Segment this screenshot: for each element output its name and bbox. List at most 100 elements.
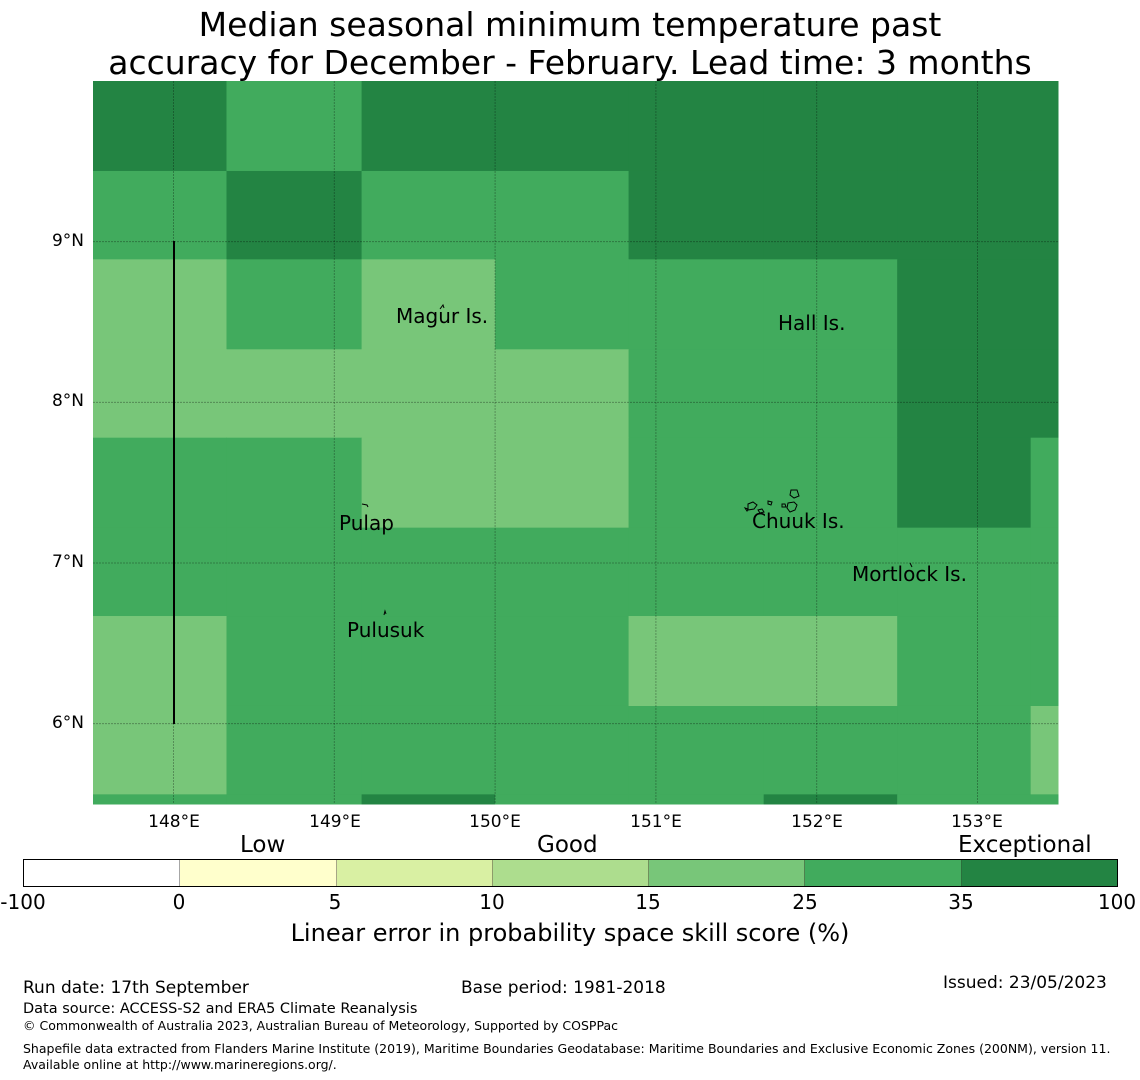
skill-cell	[361, 705, 496, 795]
skill-cell	[897, 349, 1032, 439]
issued-date: Issued: 23/05/2023	[943, 973, 1107, 993]
skill-cell	[495, 794, 630, 805]
skill-cell	[226, 616, 363, 707]
colorbar-segment	[649, 860, 806, 886]
skill-cell	[93, 170, 227, 260]
colorbar-segment	[180, 860, 337, 886]
lon-label-150e: 150°E	[469, 812, 521, 832]
lon-label-149e: 149°E	[309, 812, 361, 832]
skill-cell	[361, 616, 496, 707]
skill-grid	[93, 81, 1059, 805]
chart-title: Median seasonal minimum temperature past…	[0, 6, 1140, 82]
skill-cell	[361, 794, 496, 805]
copyright: © Commonwealth of Australia 2023, Austra…	[23, 1018, 618, 1033]
skill-cell	[226, 527, 363, 617]
skill-cell	[495, 349, 630, 439]
colorbar-tick: 0	[172, 890, 186, 914]
skill-cell	[361, 349, 496, 439]
skill-cell	[361, 170, 496, 260]
skill-cell	[763, 170, 898, 260]
place-label-pulap: Pulap	[339, 511, 394, 535]
colorbar-segment	[492, 860, 650, 886]
colorbar-tick: 25	[792, 890, 818, 914]
skill-cell	[93, 527, 227, 617]
skill-cell	[93, 437, 227, 529]
skill-cell	[361, 81, 496, 172]
colorbar-tick: 100	[1097, 890, 1137, 914]
skill-cell	[763, 349, 898, 439]
skill-cell	[93, 794, 227, 805]
skill-cell	[628, 81, 765, 172]
skill-cell	[361, 437, 496, 529]
data-source: Data source: ACCESS-S2 and ERA5 Climate …	[23, 1001, 418, 1017]
skill-cell	[495, 259, 630, 350]
skill-cell	[1030, 794, 1059, 805]
skill-cell	[763, 794, 898, 805]
skill-cell	[495, 527, 630, 617]
skill-cell	[763, 81, 898, 172]
skill-cell	[628, 794, 765, 805]
skill-cell	[226, 705, 363, 795]
skill-cell	[495, 705, 630, 795]
place-label-pulusuk: Pulusuk	[347, 618, 425, 642]
place-label-mortlock: Mortlock Is.	[852, 562, 967, 586]
skill-cell	[628, 170, 765, 260]
skill-cell	[628, 259, 765, 350]
island-pulap-outline	[361, 503, 369, 508]
island-magur-outline	[439, 303, 445, 310]
skill-cell	[628, 437, 765, 529]
coastlines	[361, 303, 913, 616]
skill-cell	[628, 349, 765, 439]
skill-cell	[1030, 527, 1059, 617]
colorbar-title: Linear error in probability space skill …	[290, 919, 850, 947]
base-period: Base period: 1981-2018	[461, 978, 666, 998]
title-line-2: accuracy for December - February. Lead t…	[108, 43, 1032, 82]
colorbar-tick: 35	[948, 890, 974, 914]
skill-cell	[1030, 616, 1059, 707]
skill-cell	[226, 349, 363, 439]
lon-label-153e: 153°E	[951, 812, 1003, 832]
skill-cell	[361, 527, 496, 617]
skill-cell	[93, 616, 227, 707]
island-chuuk-outline	[743, 489, 800, 514]
skill-cell	[897, 170, 1032, 260]
skill-cell	[628, 705, 765, 795]
skill-cell	[495, 616, 630, 707]
island-mortlock-outline	[909, 562, 913, 568]
skill-cell	[763, 437, 898, 529]
skill-cell	[1030, 81, 1059, 172]
category-good: Good	[537, 832, 598, 858]
colorbar-tick: -100	[0, 890, 46, 914]
skill-cell	[897, 437, 1032, 529]
colorbar-segment	[24, 860, 181, 886]
island-pulusuk-outline	[383, 609, 387, 616]
skill-cell	[763, 527, 898, 617]
skill-cell	[628, 527, 765, 617]
skill-cell	[1030, 259, 1059, 350]
colorbar-tick: 15	[635, 890, 661, 914]
category-low: Low	[240, 832, 286, 858]
skill-cell	[763, 616, 898, 707]
lat-label-6n: 6°N	[51, 713, 84, 733]
skill-cell	[1030, 437, 1059, 529]
lon-label-151e: 151°E	[630, 812, 682, 832]
skill-cell	[226, 81, 363, 172]
skill-cell	[495, 437, 630, 529]
skill-cell	[93, 705, 227, 795]
skill-cell	[1030, 170, 1059, 260]
shapefile-note: Shapefile data extracted from Flanders M…	[23, 1041, 1111, 1072]
colorbar-tick: 5	[328, 890, 342, 914]
skill-cell	[93, 349, 227, 439]
place-label-magur: Magur Is.	[396, 304, 489, 328]
colorbar-segment	[805, 860, 962, 886]
skill-cell	[1030, 349, 1059, 439]
lat-label-9n: 9°N	[51, 231, 84, 251]
lat-label-8n: 8°N	[51, 391, 84, 411]
skill-cell	[93, 259, 227, 350]
lon-label-148e: 148°E	[148, 812, 200, 832]
title-line-1: Median seasonal minimum temperature past	[198, 5, 942, 44]
skill-cell	[93, 81, 227, 172]
skill-cell	[226, 437, 363, 529]
colorbar	[23, 859, 1118, 887]
skill-cell	[897, 259, 1032, 350]
